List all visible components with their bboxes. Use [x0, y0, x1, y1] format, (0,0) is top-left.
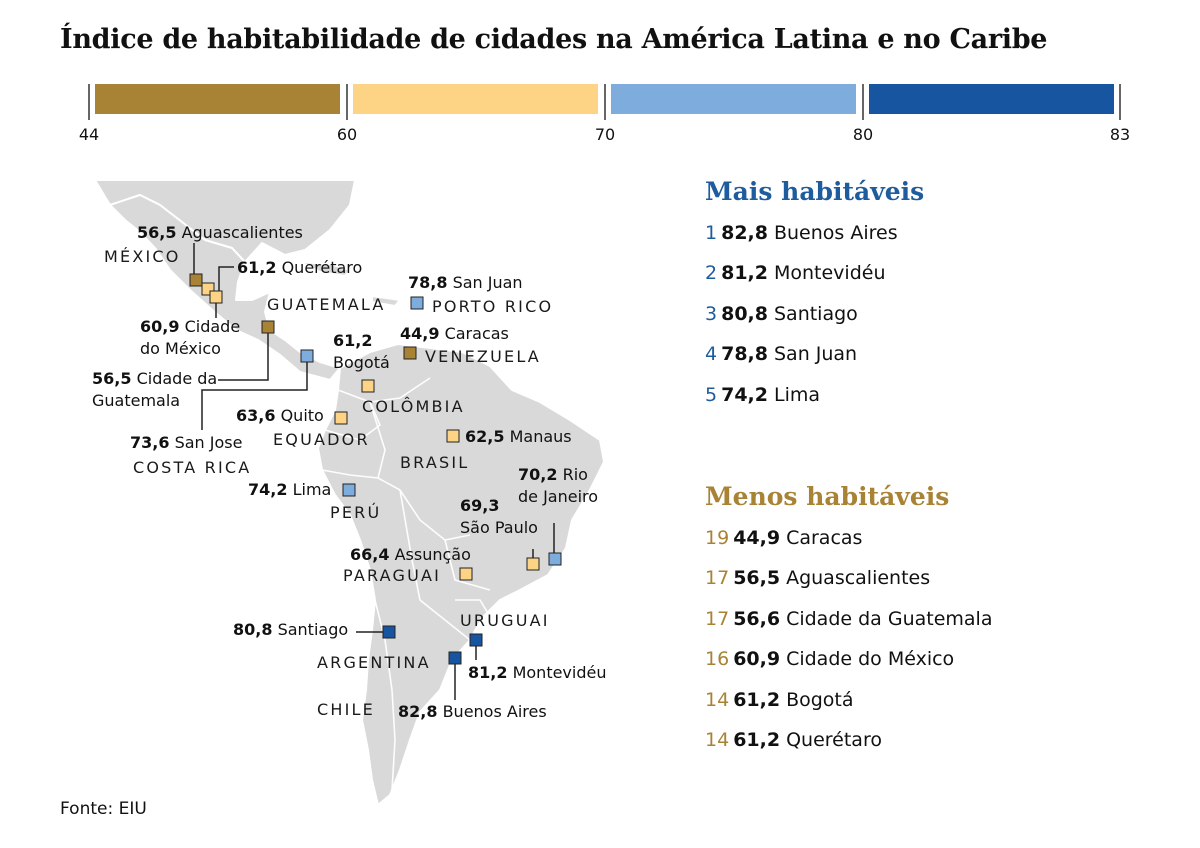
country-label-paraguai: PARAGUAI: [343, 566, 442, 585]
least-livable-heading: Menos habitáveis: [705, 482, 950, 511]
scale-segment-60-70: [353, 84, 598, 114]
city-marker-rio[interactable]: [548, 552, 562, 566]
country-label-guatemala: GUATEMALA: [267, 295, 386, 314]
city-marker-manaus[interactable]: [446, 429, 460, 443]
page-title: Índice de habitabilidade de cidades na A…: [60, 24, 1048, 55]
most-livable-row: 1 82,8 Buenos Aires: [705, 222, 898, 244]
scale-segment-70-80: [611, 84, 856, 114]
scale-segment-44-60: [95, 84, 340, 114]
city-marker-buenos-aires[interactable]: [448, 651, 462, 665]
city-label-quito: 63,6 Quito: [236, 406, 324, 425]
country-label-uruguai: URUGUAI: [460, 611, 550, 630]
city-label-queretaro: 61,2 Querétaro: [237, 258, 363, 277]
city-label-manaus: 62,5 Manaus: [465, 427, 572, 446]
least-livable-row: 14 61,2 Querétaro: [705, 729, 882, 751]
city-label-santiago: 80,8 Santiago: [233, 620, 349, 639]
city-label-san-jose: 73,6 San Jose: [130, 433, 243, 452]
country-label-argentina: ARGENTINA: [317, 653, 431, 672]
leader-lines: [193, 243, 555, 700]
city-marker-san-jose[interactable]: [300, 349, 314, 363]
city-marker-cidade-guatemala[interactable]: [261, 320, 275, 334]
most-livable-row: 2 81,2 Montevidéu: [705, 262, 886, 284]
scale-tick-label: 80: [852, 125, 874, 144]
city-label-cidade-mexico: 60,9 Cidade do México: [140, 317, 241, 358]
country-label-brasil: BRASIL: [400, 453, 470, 472]
color-scale-bar: [88, 84, 1121, 120]
most-livable-row: 4 78,8 San Juan: [705, 343, 858, 365]
city-marker-cidade-mexico[interactable]: [209, 290, 223, 304]
scale-segment-80-83: [869, 84, 1114, 114]
country-label-peru: PERÚ: [330, 503, 382, 522]
city-marker-sao-paulo[interactable]: [526, 557, 540, 571]
scale-tick-marks: [88, 84, 1121, 120]
country-label-porto-rico: PORTO RICO: [432, 297, 554, 316]
city-marker-san-juan[interactable]: [410, 296, 424, 310]
least-livable-row: 17 56,5 Aguascalientes: [705, 567, 931, 589]
city-label-san-juan: 78,8 San Juan: [408, 273, 523, 292]
mexico-region: [109, 194, 341, 381]
city-label-montevideu: 81,2 Montevidéu: [468, 663, 607, 682]
country-label-mexico: MÉXICO: [104, 247, 181, 266]
country-label-colombia: COLÔMBIA: [362, 397, 465, 416]
city-marker-aguascalientes[interactable]: [189, 273, 203, 287]
city-label-assuncao: 66,4 Assunção: [350, 545, 471, 564]
city-label-bogota: 61,2 Bogotá: [333, 331, 390, 372]
city-label-aguascalientes: 56,5 Aguascalientes: [137, 223, 303, 242]
city-marker-bogota[interactable]: [361, 379, 375, 393]
scale-tick-label: 70: [594, 125, 616, 144]
most-livable-heading: Mais habitáveis: [705, 177, 925, 206]
city-label-cidade-guatemala: 56,5 Cidade da Guatemala: [92, 369, 218, 410]
city-marker-quito[interactable]: [334, 411, 348, 425]
most-livable-row: 3 80,8 Santiago: [705, 303, 858, 325]
scale-tick-label: 44: [78, 125, 100, 144]
least-livable-row: 19 44,9 Caracas: [705, 527, 863, 549]
city-marker-assuncao[interactable]: [459, 567, 473, 581]
city-marker-caracas[interactable]: [403, 346, 417, 360]
scale-tick-label: 83: [1109, 125, 1131, 144]
city-label-sao-paulo: 69,3 São Paulo: [460, 496, 538, 537]
most-livable-row: 5 74,2 Lima: [705, 384, 820, 406]
city-label-buenos-aires: 82,8 Buenos Aires: [398, 702, 547, 721]
city-label-caracas: 44,9 Caracas: [400, 324, 509, 343]
city-label-rio: 70,2 Rio de Janeiro: [518, 465, 599, 506]
caribbean-islands: [299, 261, 351, 277]
country-label-chile: CHILE: [317, 700, 375, 719]
country-label-costa-rica: COSTA RICA: [133, 458, 252, 477]
least-livable-row: 14 61,2 Bogotá: [705, 689, 854, 711]
country-borders: [321, 377, 493, 791]
city-marker-lima[interactable]: [342, 483, 356, 497]
source-note: Fonte: EIU: [60, 799, 147, 819]
least-livable-row: 17 56,6 Cidade da Guatemala: [705, 608, 993, 630]
scale-tick-label: 60: [336, 125, 358, 144]
country-label-venezuela: VENEZUELA: [425, 347, 541, 366]
country-label-equador: EQUADOR: [273, 430, 370, 449]
city-marker-santiago[interactable]: [382, 625, 396, 639]
least-livable-row: 16 60,9 Cidade do México: [705, 648, 955, 670]
city-label-lima: 74,2 Lima: [248, 480, 332, 499]
city-marker-montevideu[interactable]: [469, 633, 483, 647]
